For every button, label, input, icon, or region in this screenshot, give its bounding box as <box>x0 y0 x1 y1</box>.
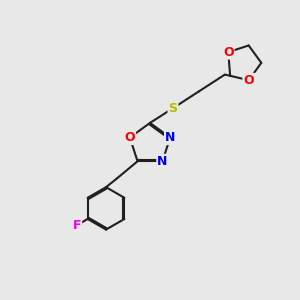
Text: O: O <box>243 74 254 87</box>
Text: N: N <box>157 155 168 168</box>
Text: O: O <box>223 46 234 59</box>
Text: F: F <box>73 219 81 232</box>
Text: S: S <box>169 102 178 115</box>
Text: O: O <box>124 131 135 144</box>
Text: N: N <box>165 131 175 144</box>
